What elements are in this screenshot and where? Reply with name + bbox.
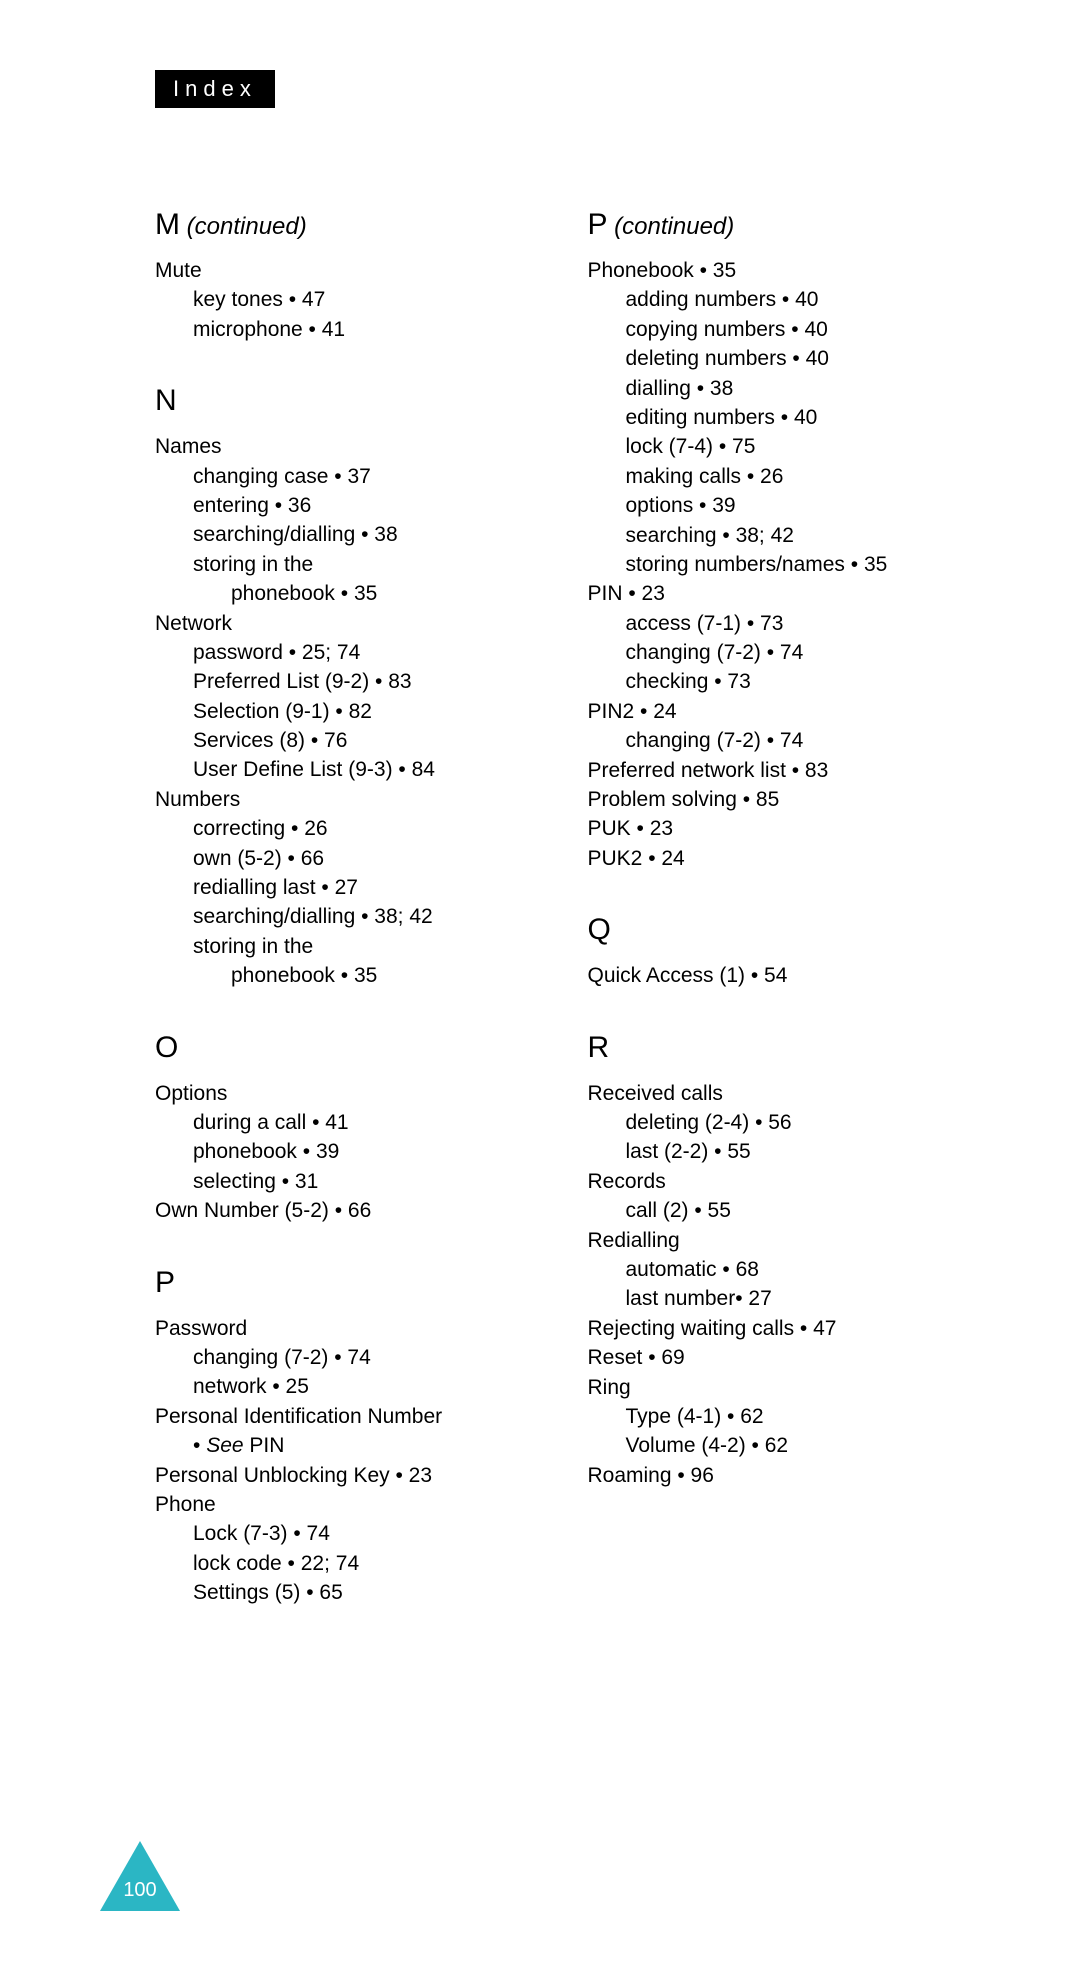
index-entry: deleting (2-4) • 56 [626,1108,981,1137]
index-entry: searching • 38; 42 [626,521,981,550]
section-heading: O [155,1031,548,1065]
index-entry: storing numbers/names • 35 [626,550,981,579]
index-entry: Lock (7-3) • 74 [193,1519,548,1548]
index-entry: Personal Unblocking Key • 23 [155,1461,548,1490]
section-letter: N [155,384,177,417]
continued-label: (continued) [608,213,735,240]
index-entry: Volume (4-2) • 62 [626,1431,981,1460]
index-entry: editing numbers • 40 [626,403,981,432]
see-reference: See [206,1434,243,1457]
section-letter: O [155,1031,178,1064]
index-entry: Own Number (5-2) • 66 [155,1196,548,1225]
page: Index M (continued) Mutekey tones • 47mic… [0,0,1080,1981]
continued-label: (continued) [180,213,307,240]
index-entry: Names [155,432,548,461]
index-entry: Settings (5) • 65 [193,1578,548,1607]
index-entry: access (7-1) • 73 [626,609,981,638]
index-entry: options • 39 [626,491,981,520]
index-entry: searching/dialling • 38 [193,520,548,549]
index-entry: Numbers [155,785,548,814]
index-entry: PUK • 23 [588,814,981,843]
index-entry: phonebook • 35 [231,961,548,990]
index-columns: M (continued) Mutekey tones • 47microphon… [155,208,980,1607]
index-entry: storing in the [193,550,548,579]
index-entry: Phone [155,1490,548,1519]
index-entry: Preferred network list • 83 [588,756,981,785]
index-entry: changing (7-2) • 74 [193,1343,548,1372]
index-entry: checking • 73 [626,667,981,696]
entry-suffix: PIN [244,1434,285,1457]
index-entry: selecting • 31 [193,1167,548,1196]
index-entry: Type (4-1) • 62 [626,1402,981,1431]
index-entry: Redialling [588,1226,981,1255]
section-heading: N [155,384,548,418]
index-entry: Selection (9-1) • 82 [193,697,548,726]
index-entry: Reset • 69 [588,1343,981,1372]
index-entry: changing case • 37 [193,462,548,491]
index-entry: lock (7-4) • 75 [626,432,981,461]
index-entry: during a call • 41 [193,1108,548,1137]
index-entry: • See PIN [193,1431,548,1460]
index-entry: own (5-2) • 66 [193,844,548,873]
index-entry: Ring [588,1373,981,1402]
index-entry: correcting • 26 [193,814,548,843]
index-entry: PIN2 • 24 [588,697,981,726]
index-entry: Rejecting waiting calls • 47 [588,1314,981,1343]
index-entry: redialling last • 27 [193,873,548,902]
index-entry: network • 25 [193,1372,548,1401]
index-tab: Index [155,70,275,108]
index-column-left: M (continued) Mutekey tones • 47microphon… [155,208,548,1607]
index-entry: Records [588,1167,981,1196]
index-entry: lock code • 22; 74 [193,1549,548,1578]
index-entry: Options [155,1079,548,1108]
index-entry: PIN • 23 [588,579,981,608]
entry-prefix: • [193,1434,206,1457]
index-entry: Network [155,609,548,638]
index-entry: adding numbers • 40 [626,285,981,314]
index-entry: key tones • 47 [193,285,548,314]
index-entry: changing (7-2) • 74 [626,638,981,667]
section-heading: P [155,1266,548,1300]
index-entry: deleting numbers • 40 [626,344,981,373]
section-letter: Q [588,913,611,946]
section-letter: R [588,1031,610,1064]
index-entry: Quick Access (1) • 54 [588,961,981,990]
section-heading: M (continued) [155,208,548,242]
index-entry: PUK2 • 24 [588,844,981,873]
index-entry: Received calls [588,1079,981,1108]
index-entry: Roaming • 96 [588,1461,981,1490]
index-entry: automatic • 68 [626,1255,981,1284]
index-column-right: P (continued) Phonebook • 35adding number… [588,208,981,1607]
section-letter: M [155,208,180,241]
page-marker: 100 [100,1841,180,1911]
section-letter: P [155,1266,175,1299]
index-entry: copying numbers • 40 [626,315,981,344]
index-entry: Mute [155,256,548,285]
index-entry: call (2) • 55 [626,1196,981,1225]
index-entry: phonebook • 39 [193,1137,548,1166]
index-entry: Problem solving • 85 [588,785,981,814]
index-entry: entering • 36 [193,491,548,520]
section-heading: Q [588,913,981,947]
index-entry: Services (8) • 76 [193,726,548,755]
index-entry: last (2-2) • 55 [626,1137,981,1166]
index-entry: storing in the [193,932,548,961]
index-entry: last number• 27 [626,1284,981,1313]
index-entry: Phonebook • 35 [588,256,981,285]
section-heading: R [588,1031,981,1065]
section-letter: P [588,208,608,241]
index-entry: User Define List (9-3) • 84 [193,755,548,784]
section-heading: P (continued) [588,208,981,242]
index-entry: phonebook • 35 [231,579,548,608]
index-entry: microphone • 41 [193,315,548,344]
index-entry: Preferred List (9-2) • 83 [193,667,548,696]
index-entry: Password [155,1314,548,1343]
index-entry: changing (7-2) • 74 [626,726,981,755]
index-entry: dialling • 38 [626,374,981,403]
index-entry: Personal Identification Number [155,1402,548,1431]
index-entry: searching/dialling • 38; 42 [193,902,548,931]
page-number: 100 [100,1879,180,1902]
index-entry: making calls • 26 [626,462,981,491]
index-entry: password • 25; 74 [193,638,548,667]
